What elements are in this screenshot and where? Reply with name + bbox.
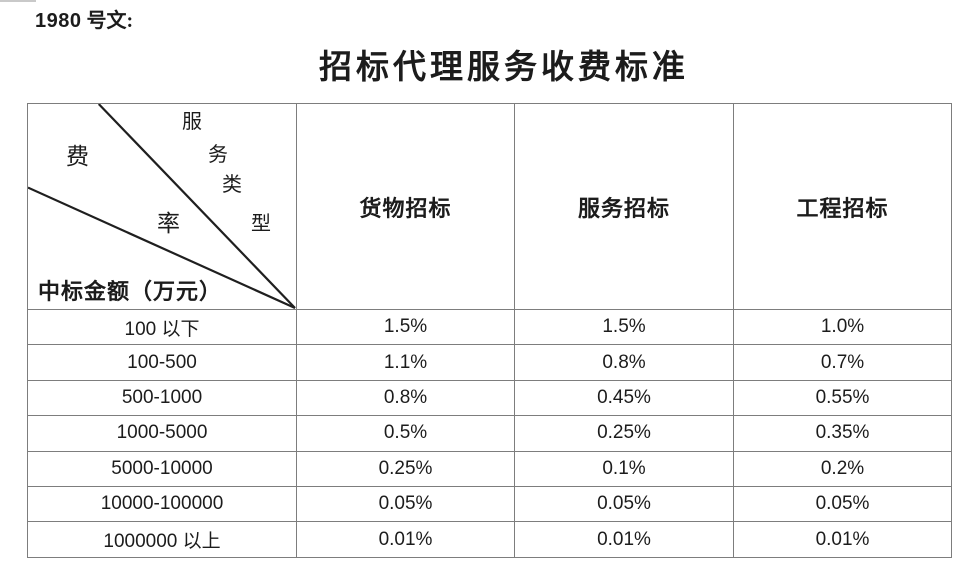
rate-cell: 0.01% [514, 521, 734, 558]
table-row: 100 以下 1.5% 1.5% 1.0% [27, 308, 952, 346]
service-type-char: 服 [182, 111, 202, 133]
rate-cell: 0.05% [514, 485, 734, 523]
amount-axis-label: 中标金额（万元） [38, 279, 223, 304]
rate-cell: 0.8% [296, 379, 515, 417]
page-title: 招标代理服务收费标准 [319, 50, 689, 86]
rate-cell: 0.25% [514, 415, 734, 452]
amount-range-cell: 500-1000 [27, 379, 297, 417]
diagonal-header-cell: 服 务 类 型 费 率 中标金额（万元） [27, 103, 297, 310]
column-header-goods: 货物招标 [296, 103, 515, 310]
rate-cell: 1.5% [514, 308, 734, 346]
column-header-works: 工程招标 [733, 103, 952, 310]
rate-cell: 0.25% [296, 450, 515, 487]
rate-cell: 0.01% [296, 521, 515, 558]
rate-cell: 0.01% [733, 521, 952, 558]
diagonal-line-upper [97, 104, 296, 309]
table-row: 100-500 1.1% 0.8% 0.7% [27, 344, 952, 381]
fee-rate-char: 费 [66, 144, 89, 169]
rate-cell: 1.0% [733, 308, 952, 346]
document-reference: 1980 号文: [35, 4, 133, 33]
document-reference-number: 1980 [35, 10, 82, 32]
rate-cell: 0.05% [733, 485, 952, 523]
rate-cell: 1.5% [296, 308, 515, 346]
table-row: 5000-10000 0.25% 0.1% 0.2% [27, 450, 952, 487]
table-header-row: 服 务 类 型 费 率 中标金额（万元） 货物招标 服务招标 工程招标 [27, 103, 952, 310]
rate-cell: 0.2% [733, 450, 952, 487]
table-row: 1000000 以上 0.01% 0.01% 0.01% [27, 521, 952, 558]
rate-cell: 0.1% [514, 450, 734, 487]
column-header-services: 服务招标 [514, 103, 734, 310]
amount-range-cell: 100 以下 [27, 308, 297, 346]
rate-cell: 0.5% [296, 415, 515, 452]
table-row: 500-1000 0.8% 0.45% 0.55% [27, 379, 952, 417]
fee-rate-char: 率 [157, 211, 180, 236]
document-reference-label: 号文: [86, 10, 134, 32]
rate-cell: 0.55% [733, 379, 952, 417]
service-type-char: 类 [222, 174, 242, 196]
fee-table: 服 务 类 型 费 率 中标金额（万元） 货物招标 服务招标 工程招标 100 … [27, 103, 952, 558]
rate-cell: 0.7% [733, 344, 952, 381]
rate-cell: 0.8% [514, 344, 734, 381]
window-edge-artifact [0, 0, 36, 2]
amount-range-cell: 100-500 [27, 344, 297, 381]
diagonal-line-lower [28, 186, 296, 309]
amount-range-cell: 5000-10000 [27, 450, 297, 487]
diagonal-lines-graphic [28, 104, 296, 309]
rate-cell: 0.05% [296, 485, 515, 523]
rate-cell: 1.1% [296, 344, 515, 381]
amount-range-cell: 1000000 以上 [27, 521, 297, 558]
rate-cell: 0.45% [514, 379, 734, 417]
amount-range-cell: 1000-5000 [27, 415, 297, 452]
table-row: 1000-5000 0.5% 0.25% 0.35% [27, 415, 952, 452]
rate-cell: 0.35% [733, 415, 952, 452]
service-type-char: 务 [208, 144, 228, 166]
service-type-char: 型 [251, 213, 271, 235]
table-row: 10000-100000 0.05% 0.05% 0.05% [27, 485, 952, 523]
amount-range-cell: 10000-100000 [27, 485, 297, 523]
